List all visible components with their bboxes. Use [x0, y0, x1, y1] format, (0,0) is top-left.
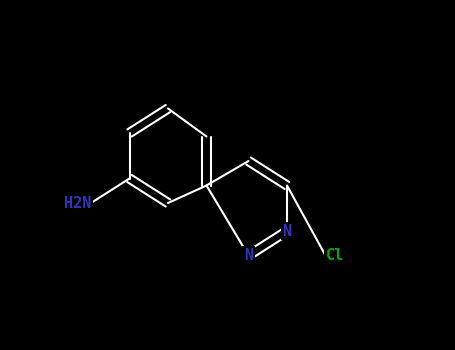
- Text: N: N: [244, 248, 253, 263]
- Text: N: N: [283, 224, 292, 238]
- Text: H2N: H2N: [64, 196, 91, 210]
- Text: Cl: Cl: [325, 248, 344, 263]
